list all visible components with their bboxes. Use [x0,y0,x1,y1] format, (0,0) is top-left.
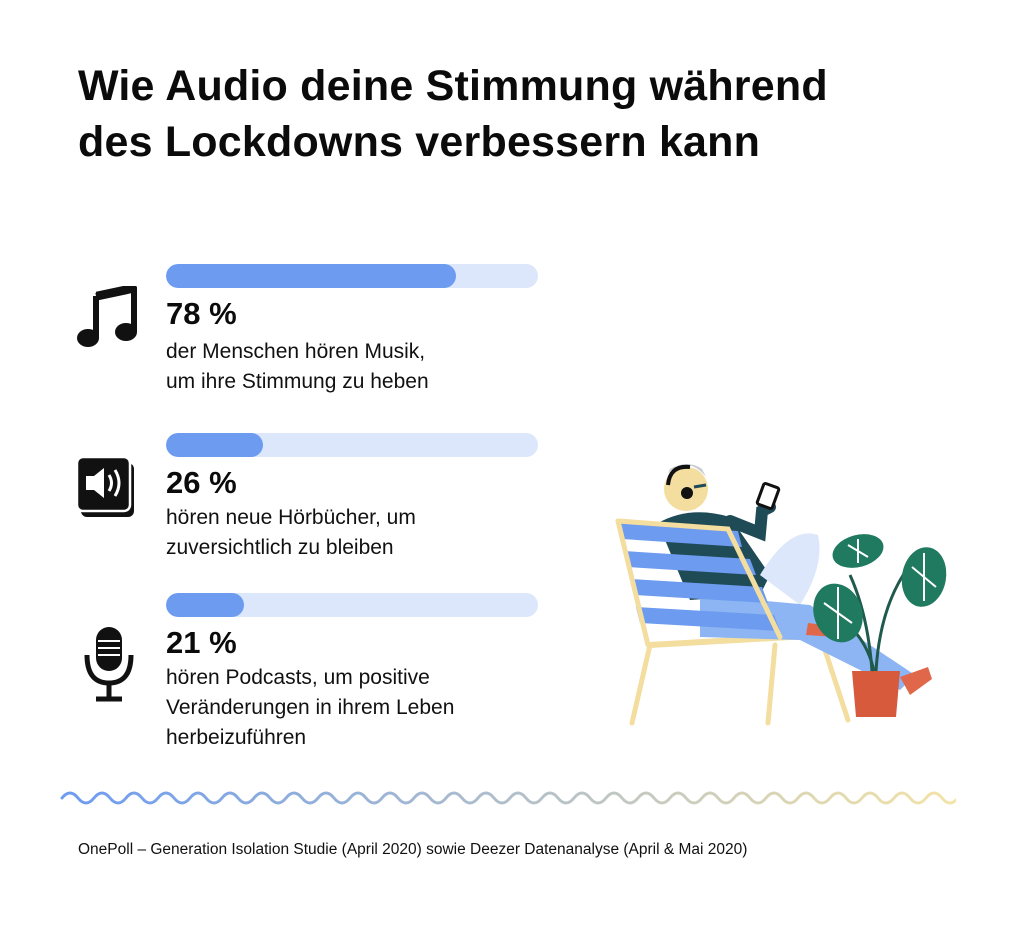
desc-line: um ihre Stimmung zu heben [166,370,429,393]
source-note: OnePoll – Generation Isolation Studie (A… [78,841,748,858]
title-line-2: des Lockdowns verbessern kann [78,118,761,166]
stat-podcasts: 21 % hören Podcasts, um positive Verände… [76,593,556,763]
desc-line: zuversichtlich zu bleiben [166,536,394,559]
stat-value: 26 % [166,465,237,500]
audiobook-speaker-icon [76,455,134,517]
microphone-icon [84,627,134,702]
stat-description: hören neue Hörbücher, um zuversichtlich … [166,503,546,563]
bar-track [166,593,538,617]
stat-description: hören Podcasts, um positive Veränderunge… [166,663,546,753]
relaxing-person-illustration [615,464,947,726]
desc-line: der Menschen hören Musik, [166,340,426,363]
desc-line: hören Podcasts, um positive [166,666,430,689]
stat-audiobooks: 26 % hören neue Hörbücher, um zuversicht… [76,433,556,573]
bar-podcasts [166,593,245,617]
bar-track [166,433,538,457]
stat-description: der Menschen hören Musik, um ihre Stimmu… [166,337,546,397]
music-note-icon [77,286,137,347]
title-line-1: Wie Audio deine Stimmung während [78,62,828,110]
stat-value: 21 % [166,625,237,660]
bar-music [166,264,457,288]
stat-music: 78 % der Menschen hören Musik, um ihre S… [76,264,556,404]
stat-value: 78 % [166,296,237,331]
bar-audiobooks [166,433,263,457]
desc-line: hören neue Hörbücher, um [166,506,416,529]
desc-line: herbeizuführen [166,726,307,749]
desc-line: Veränderungen in ihrem Leben [166,696,455,719]
page-title: Wie Audio deine Stimmung während des Loc… [78,58,978,170]
bar-track [166,264,538,288]
wavy-divider [60,791,956,805]
